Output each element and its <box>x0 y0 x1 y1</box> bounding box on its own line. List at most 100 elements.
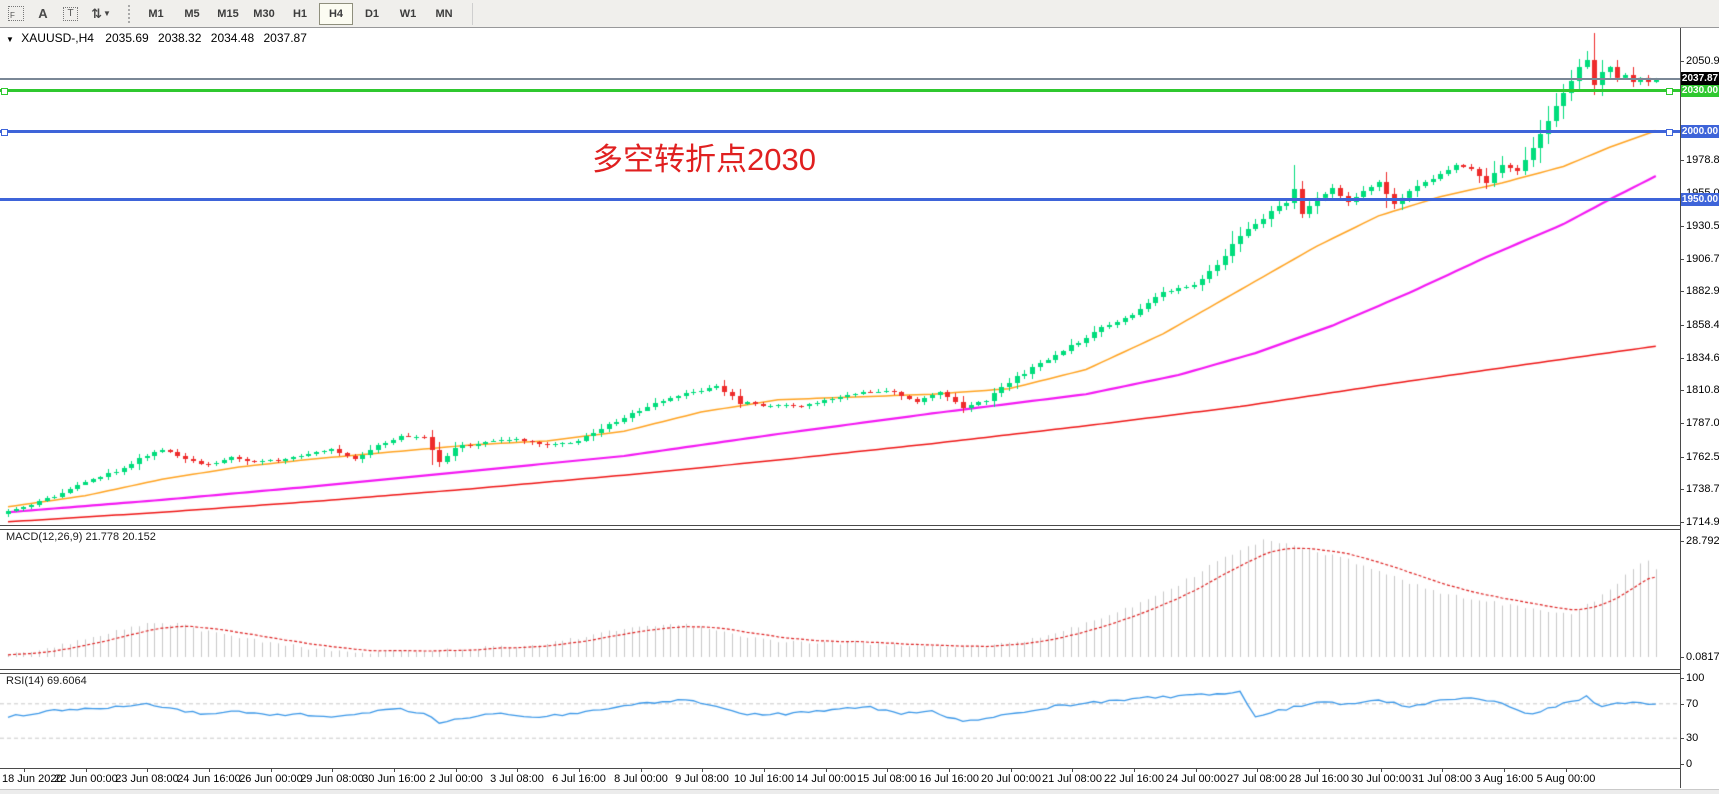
time-axis-tick <box>1442 769 1443 772</box>
symbol-period-label: XAUUSD-,H4 <box>21 31 94 45</box>
rsi-axis-label: 70 <box>1686 698 1699 710</box>
ohlc-high: 2038.32 <box>158 31 202 45</box>
separator-macd-rsi-top[interactable] <box>0 669 1681 670</box>
ohlc-low: 2034.48 <box>210 31 255 45</box>
timeframe-button-m30[interactable]: M30 <box>253 7 275 20</box>
toolbar-grip[interactable] <box>128 4 130 23</box>
toolbar-separator <box>472 2 473 25</box>
price-axis-label: 1714.90 <box>1686 516 1719 528</box>
macd-axis-tick <box>1680 541 1684 542</box>
price-axis-label: 1858.40 <box>1686 319 1719 331</box>
frame-f-glyph: F <box>8 6 24 21</box>
toolbar: F A T ⇅ ▼ M1 M5 M15 M30 H1 H4 D1 W1 MN <box>0 0 1719 28</box>
time-axis-tick <box>887 769 888 772</box>
price-axis-tick <box>1680 160 1684 161</box>
text-annotation-glyph: A <box>38 6 48 21</box>
price-axis-label: 1787.00 <box>1686 417 1719 429</box>
time-axis-label: 31 Jul 08:00 <box>1412 773 1472 785</box>
window-bottom-strip <box>0 789 1719 794</box>
time-axis-label: 2 Jul 00:00 <box>429 773 483 785</box>
price-axis-label: 2050.90 <box>1686 55 1719 67</box>
time-axis-tick <box>1504 769 1505 772</box>
time-axis-tick <box>702 769 703 772</box>
rsi-panel-canvas[interactable] <box>0 674 1680 768</box>
price-axis-label: 1930.50 <box>1686 220 1719 232</box>
price-axis-label: 1810.80 <box>1686 384 1719 396</box>
timeframe-button-m5[interactable]: M5 <box>184 7 200 20</box>
rsi-axis-tick <box>1680 764 1684 765</box>
macd-panel-canvas[interactable] <box>0 530 1680 669</box>
time-axis-label: 21 Jul 08:00 <box>1042 773 1102 785</box>
timeframe-button-d1[interactable]: D1 <box>364 7 380 20</box>
chart-annotation-text[interactable]: 多空转折点2030 <box>592 142 816 177</box>
macd-axis-label: 28.792 <box>1686 535 1719 547</box>
hline-handle-right[interactable] <box>1666 88 1673 95</box>
time-axis-label: 15 Jul 08:00 <box>857 773 917 785</box>
price-axis-tick <box>1680 226 1684 227</box>
text-label-icon[interactable]: T <box>59 3 81 25</box>
ohlc-open: 2035.69 <box>105 31 149 45</box>
time-axis-tick <box>147 769 148 772</box>
rsi-axis-tick <box>1680 678 1684 679</box>
separator-macd-rsi-bottom[interactable] <box>0 673 1681 674</box>
price-axis-label: 1738.70 <box>1686 483 1719 495</box>
time-axis-label: 3 Aug 16:00 <box>1474 773 1534 785</box>
time-axis-tick <box>24 769 25 772</box>
macd-label: MACD(12,26,9) 21.778 20.152 <box>6 531 156 543</box>
price-axis-label: 1882.90 <box>1686 285 1719 297</box>
price-box-1950.00: 1950.00 <box>1681 193 1719 206</box>
timeframe-buttons: M1 M5 M15 M30 H1 H4 D1 W1 MN <box>138 2 462 25</box>
dropdown-caret-icon[interactable]: ▼ <box>102 9 111 18</box>
timeframe-button-m1[interactable]: M1 <box>148 7 164 20</box>
rsi-axis-tick <box>1680 704 1684 705</box>
timeframe-button-h1[interactable]: H1 <box>292 7 308 20</box>
timeframe-button-mn[interactable]: MN <box>435 7 453 20</box>
time-axis-label: 6 Jul 16:00 <box>552 773 606 785</box>
price-axis-tick <box>1680 325 1684 326</box>
time-axis-tick <box>1381 769 1382 772</box>
timeframe-button-h4[interactable]: H4 <box>319 2 353 25</box>
time-axis-tick <box>517 769 518 772</box>
price-axis-label: 1978.80 <box>1686 154 1719 166</box>
separator-rsi-timeaxis <box>0 768 1681 769</box>
time-axis-label: 23 Jun 08:00 <box>115 773 179 785</box>
current-price-line <box>0 78 1680 80</box>
time-axis-tick <box>826 769 827 772</box>
price-axis-label: 1762.50 <box>1686 451 1719 463</box>
hline-handle-left[interactable] <box>1 88 8 95</box>
hline-handle-right[interactable] <box>1666 129 1673 136</box>
main-chart-canvas[interactable] <box>0 28 1680 525</box>
price-axis-tick <box>1680 489 1684 490</box>
text-annotation-icon[interactable]: A <box>32 3 54 25</box>
time-axis-tick <box>394 769 395 772</box>
cycle-arrows-icon[interactable]: ⇅ ▼ <box>86 3 116 25</box>
cycle-arrows-glyph: ⇅ <box>91 5 102 21</box>
time-axis-tick <box>1196 769 1197 772</box>
rsi-axis-label: 30 <box>1686 732 1699 744</box>
current-price-box: 2037.87 <box>1681 72 1719 85</box>
price-axis-label: 1906.70 <box>1686 253 1719 265</box>
price-axis-tick <box>1680 61 1684 62</box>
timeframe-button-m15[interactable]: M15 <box>217 7 239 20</box>
hline-handle-left[interactable] <box>1 129 8 136</box>
time-axis-label: 22 Jun 00:00 <box>54 773 118 785</box>
time-axis-label: 9 Jul 08:00 <box>675 773 729 785</box>
time-axis-label: 5 Aug 00:00 <box>1536 773 1596 785</box>
price-axis-tick <box>1680 390 1684 391</box>
time-axis-label: 27 Jul 08:00 <box>1227 773 1287 785</box>
time-axis-label: 26 Jun 00:00 <box>239 773 303 785</box>
hline-2000.00[interactable] <box>0 130 1680 133</box>
frame-f-icon[interactable]: F <box>5 3 27 25</box>
separator-main-macd-bottom[interactable] <box>0 529 1681 530</box>
symbol-dropdown-icon[interactable]: ▼ <box>6 35 14 44</box>
time-axis-tick <box>86 769 87 772</box>
rsi-axis-label: 100 <box>1686 672 1705 684</box>
hline-2030.00[interactable] <box>0 89 1680 92</box>
hline-1950.00[interactable] <box>0 198 1680 201</box>
separator-main-macd-top[interactable] <box>0 525 1681 526</box>
chart-header: ▼ XAUUSD-,H4 2035.69 2038.32 2034.48 203… <box>6 31 313 45</box>
timeframe-button-w1[interactable]: W1 <box>399 7 417 20</box>
time-axis-tick <box>1257 769 1258 772</box>
price-axis-label: 1834.60 <box>1686 352 1719 364</box>
